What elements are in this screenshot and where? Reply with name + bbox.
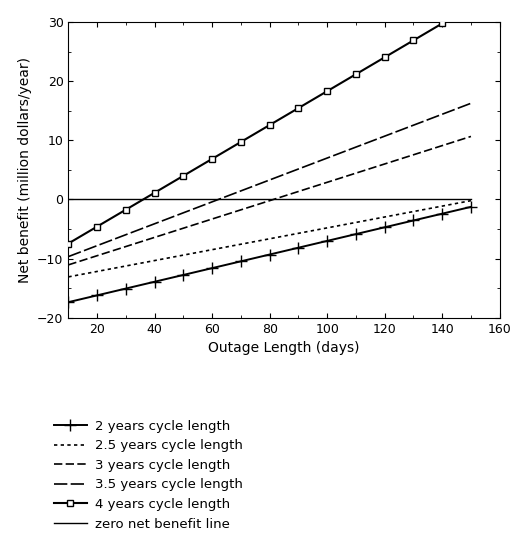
Y-axis label: Net benefit (million dollars/year): Net benefit (million dollars/year) bbox=[17, 57, 32, 283]
X-axis label: Outage Length (days): Outage Length (days) bbox=[208, 341, 360, 355]
Legend: 2 years cycle length, 2.5 years cycle length, 3 years cycle length, 3.5 years cy: 2 years cycle length, 2.5 years cycle le… bbox=[49, 414, 248, 536]
